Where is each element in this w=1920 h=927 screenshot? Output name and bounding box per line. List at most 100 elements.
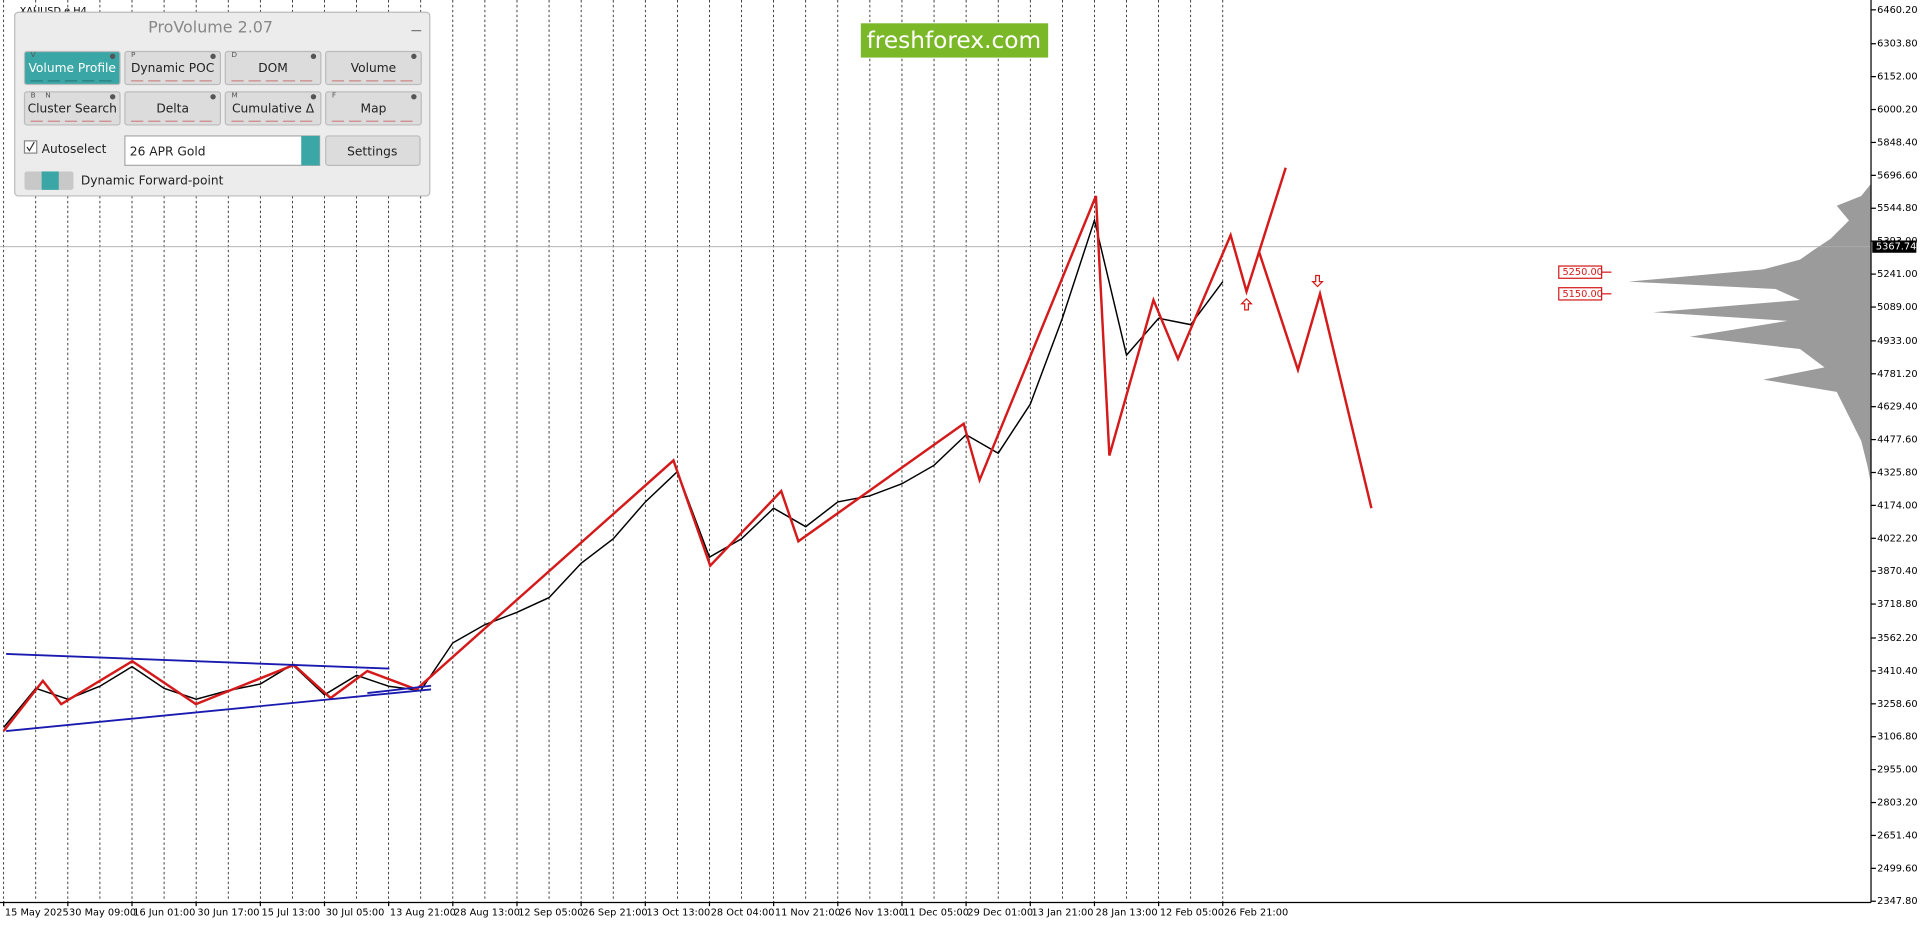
y-tick-label: 2803.20 — [1877, 798, 1917, 809]
x-tick-label: 12 Sep 05:00 — [518, 907, 583, 918]
x-tick-label: 28 Aug 13:00 — [454, 907, 520, 918]
y-tick-label: 4477.60 — [1877, 435, 1917, 446]
y-tick-label: 2955.00 — [1877, 765, 1917, 776]
current-price-label: 5367.74 — [1876, 242, 1916, 253]
button-gear — [411, 53, 417, 60]
button-label: Dynamic POC — [131, 61, 214, 75]
y-tick-label: 2347.80 — [1877, 896, 1917, 907]
level-box — [1558, 287, 1603, 301]
y-tick-label: 4781.20 — [1877, 369, 1917, 380]
levels: 5250.00 5150.00 — [0, 246, 1872, 301]
y-tick-label: 5089.00 — [1877, 302, 1917, 313]
x-tick-label: 30 May 09:00 — [69, 907, 136, 918]
button-key: B — [31, 91, 36, 100]
x-tick-label: 13 Oct 13:00 — [647, 907, 711, 918]
x-tick-label: 26 Feb 21:00 — [1224, 907, 1288, 918]
grid — [3, 0, 1224, 902]
instrument-select[interactable] — [124, 135, 321, 166]
y-tick-label: 5696.60 — [1877, 170, 1917, 181]
y-tick-label: 4022.20 — [1877, 533, 1917, 544]
button-gear — [109, 53, 116, 60]
level-label: 5250.00 — [1562, 267, 1602, 278]
button[interactable] — [124, 91, 222, 126]
button-gear — [210, 94, 216, 100]
y-tick-label: 2499.60 — [1877, 863, 1917, 874]
button[interactable] — [224, 91, 322, 126]
button[interactable] — [224, 50, 322, 86]
y-tick-label: 3870.40 — [1877, 566, 1917, 577]
button-label: DOM — [258, 61, 288, 75]
up-arrow — [1240, 297, 1253, 311]
button-gear — [109, 94, 116, 100]
symbol: XAUUSD,e,H4 — [20, 6, 87, 17]
y-tick-label: 3562.20 — [1877, 633, 1917, 644]
button-gear — [210, 53, 216, 60]
y-tick-label: 3106.80 — [1877, 732, 1917, 743]
level-box — [1558, 265, 1603, 279]
button[interactable] — [124, 50, 222, 86]
button-label: Volume Profile — [29, 61, 116, 75]
button[interactable] — [23, 50, 121, 86]
button-key: F — [332, 91, 336, 100]
forward-point-label: Dynamic Forward-point — [81, 174, 224, 188]
zigzag — [2, 167, 1287, 732]
x-tick-label: 28 Jan 13:00 — [1096, 907, 1158, 918]
button[interactable] — [325, 91, 422, 126]
x-tick-label: 12 Feb 05:00 — [1160, 907, 1224, 918]
axis: 2347.80 2499.60 2651.40 2803.20 2955.00 3106.… — [3, 5, 1918, 918]
down-arrow — [1311, 274, 1324, 288]
toggle-knob — [41, 171, 59, 190]
button-label: Volume — [351, 61, 397, 75]
button-label: Cumulative Δ — [232, 102, 315, 116]
trend-lower — [6, 688, 432, 732]
x-tick-label: 13 Jan 21:00 — [1032, 907, 1094, 918]
spin[interactable] — [301, 135, 320, 166]
x-tick-label: 26 Sep 21:00 — [582, 907, 647, 918]
y-tick-label: 6460.20 — [1877, 5, 1917, 16]
settings-label: Settings — [347, 144, 397, 158]
button[interactable] — [23, 91, 121, 126]
x-tick-label: 15 Jul 13:00 — [262, 907, 321, 918]
price-line — [3, 217, 1224, 728]
settings-button[interactable] — [325, 135, 421, 166]
button-gear — [310, 53, 317, 60]
x-tick-label: 30 Jul 05:00 — [326, 907, 385, 918]
button-key: D — [231, 50, 237, 59]
x-tick-label: 16 Jun 01:00 — [133, 907, 195, 918]
x-tick-label: 11 Dec 05:00 — [903, 907, 969, 918]
y-tick-label: 6152.00 — [1877, 72, 1917, 83]
y-tick-label: 5544.80 — [1877, 203, 1917, 214]
y-tick-label: 2651.40 — [1877, 830, 1917, 841]
checkbox[interactable] — [23, 140, 38, 154]
x-tick-label: 13 Aug 21:00 — [390, 907, 456, 918]
panel-title: ProVolume 2.07 — [148, 18, 273, 37]
watermark: freshforex.com — [867, 27, 1042, 54]
button-gear — [411, 94, 417, 100]
y-tick-label: 4325.80 — [1877, 467, 1917, 478]
current-price-box — [1872, 240, 1917, 253]
check-mark — [26, 141, 35, 152]
level-label: 5150.00 — [1562, 289, 1602, 300]
button-key: N — [45, 91, 50, 100]
y-tick-label: 5241.00 — [1877, 269, 1917, 280]
y-tick-label: 4174.00 — [1877, 500, 1917, 511]
y-tick-label: 6000.20 — [1877, 105, 1917, 116]
trend-upper — [6, 652, 390, 670]
button-key: P — [131, 50, 136, 59]
watermark-box — [860, 23, 1049, 58]
button-label: Cluster Search — [28, 102, 117, 116]
y-tick-label: 6303.80 — [1877, 39, 1917, 50]
x-tick-label: 30 Jun 17:00 — [197, 907, 259, 918]
forecast — [1257, 250, 1373, 509]
x-tick-label: 11 Nov 21:00 — [775, 907, 841, 918]
y-tick-label: 4629.40 — [1877, 402, 1917, 413]
x-tick-label: 15 May 2025 — [5, 907, 69, 918]
button[interactable] — [325, 50, 422, 86]
x-tick-label: 29 Dec 01:00 — [967, 907, 1033, 918]
trend-short — [367, 684, 432, 695]
button-key: V — [31, 50, 36, 59]
y-tick-label: 3258.60 — [1877, 699, 1917, 710]
button-gear — [310, 94, 317, 100]
autoselect-label: Autoselect — [42, 142, 107, 156]
